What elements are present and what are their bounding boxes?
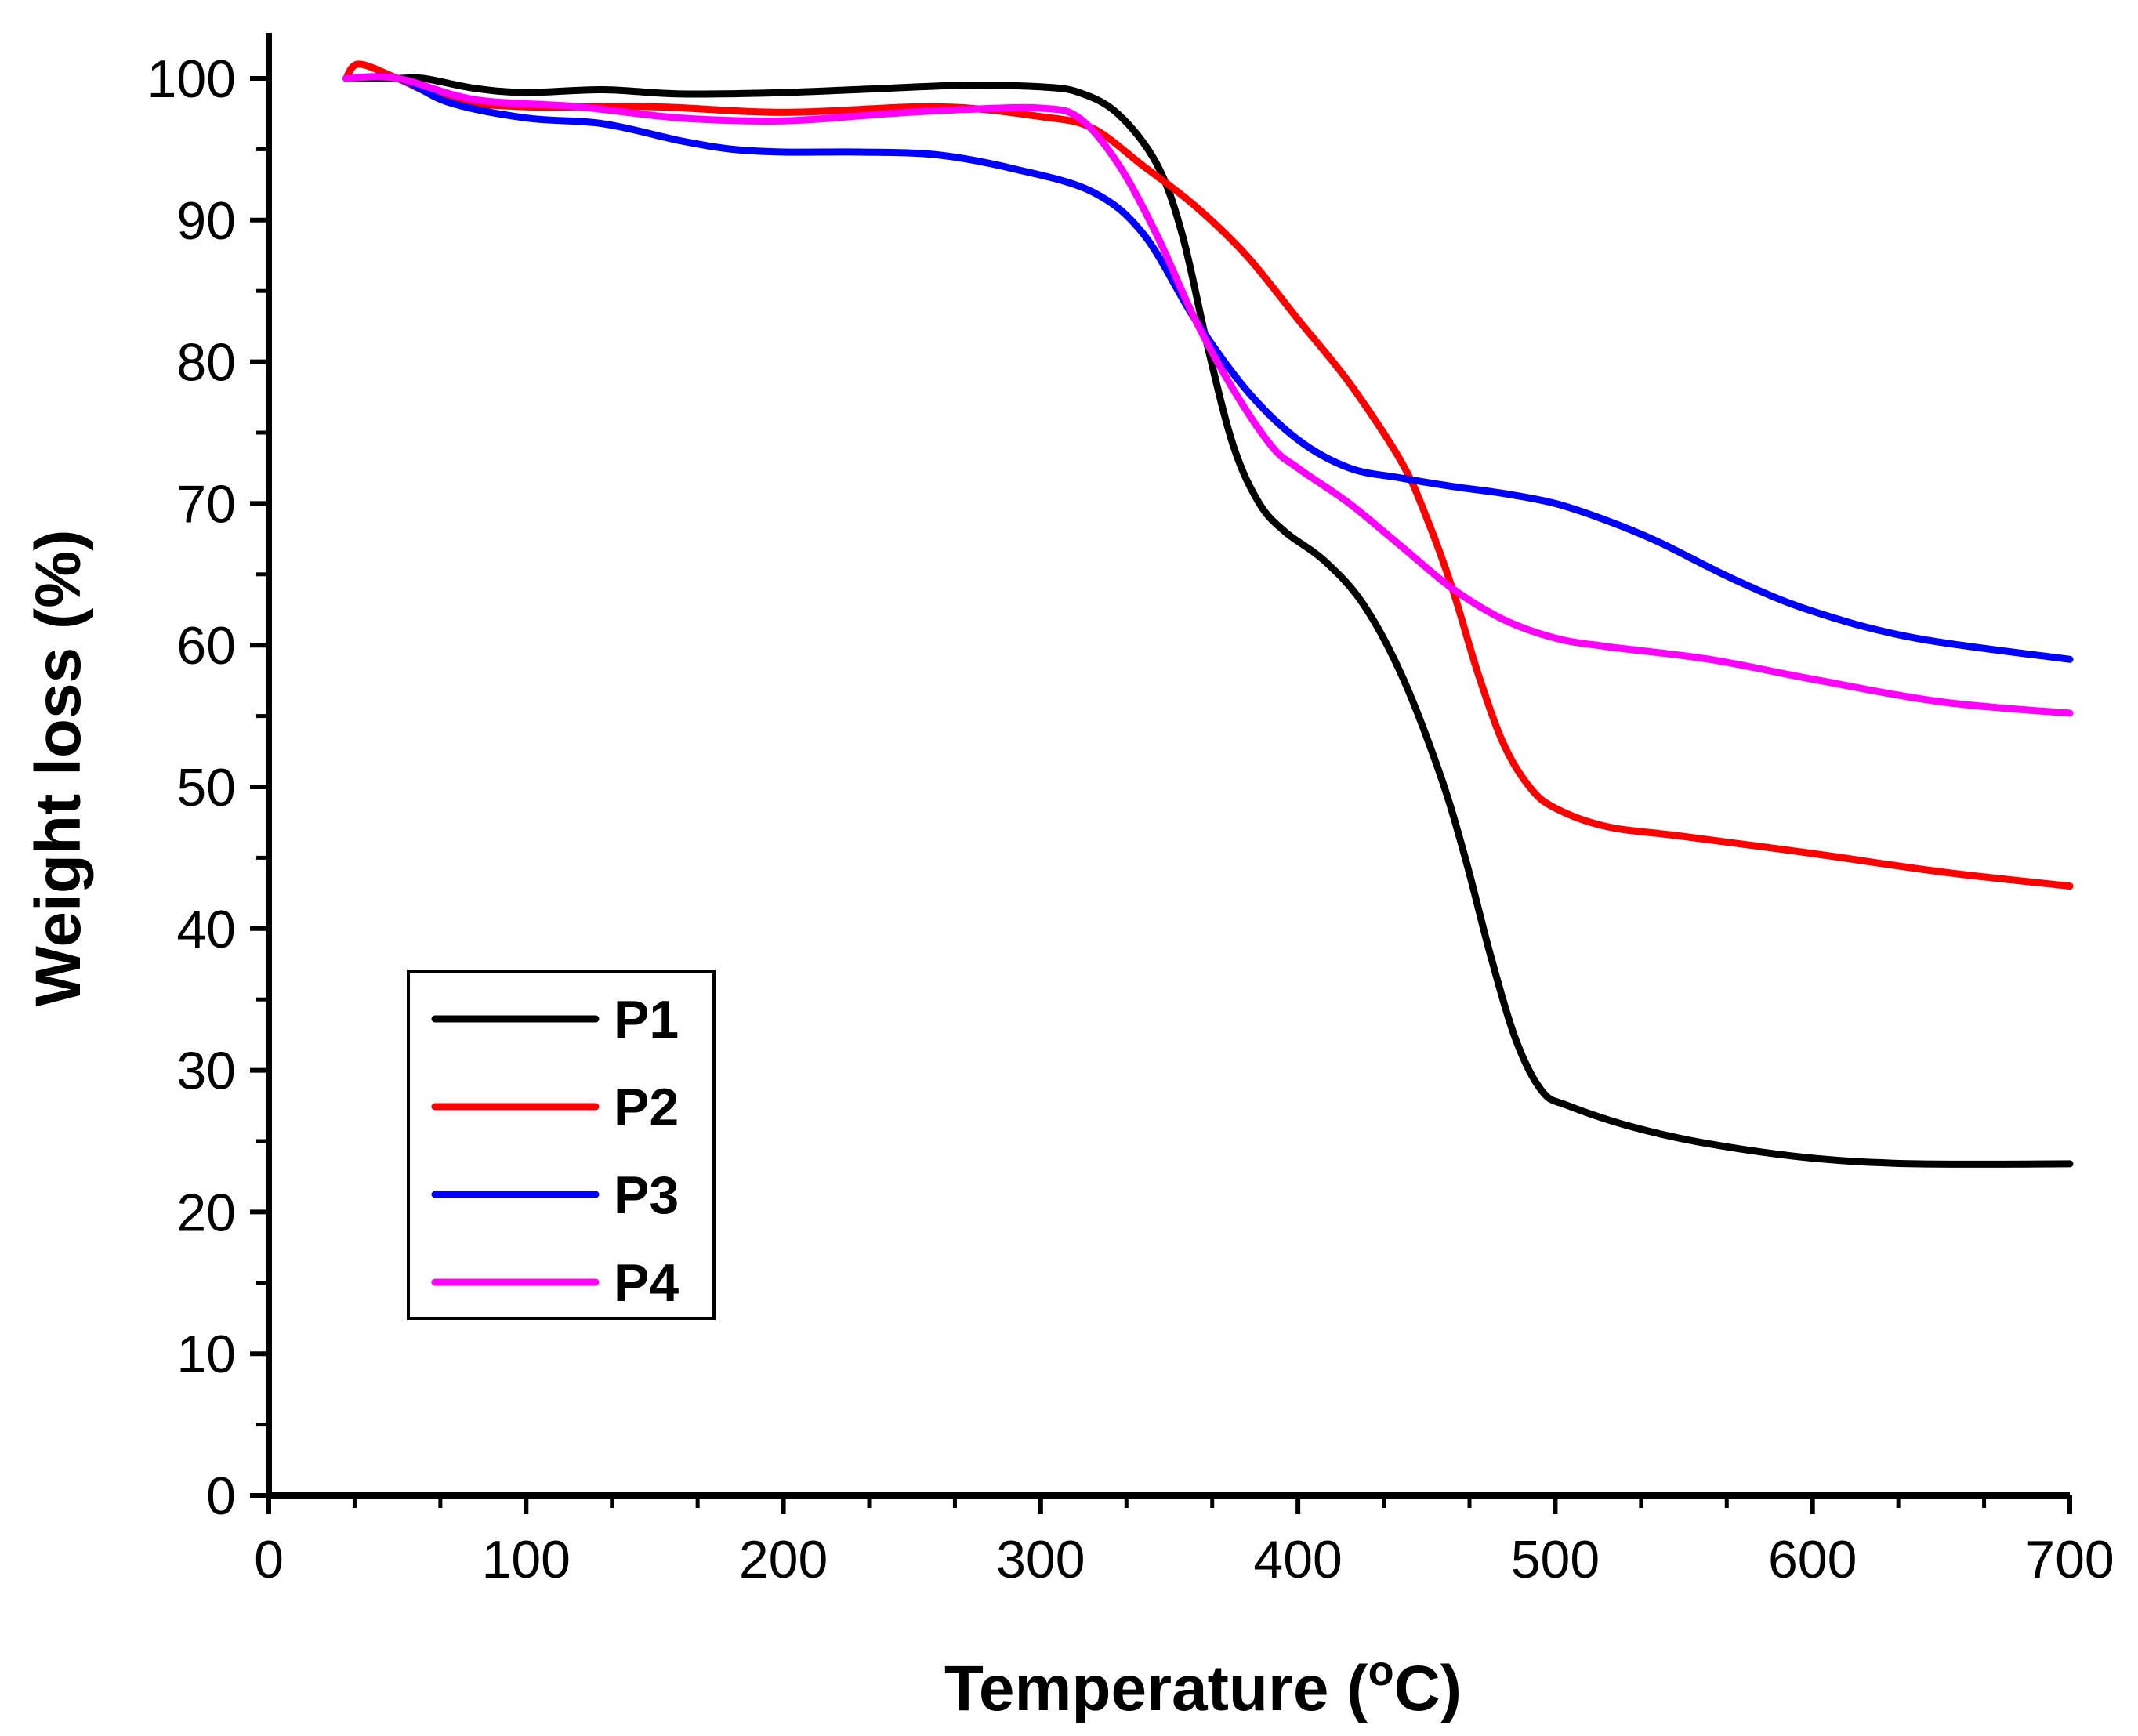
x-tick-label: 400 [1253,1530,1342,1589]
x-tick-label: 100 [482,1530,571,1589]
axes: 0 100 200 300 400 500 600 700 0 10 20 30 40 50 60 70 80… [147,33,2114,1589]
series-line-p3 [342,73,2074,663]
legend-label-p3: P3 [614,1165,679,1225]
x-ticks: 0 100 200 300 400 500 600 700 [254,1495,2114,1589]
x-tick-label: 300 [996,1530,1085,1589]
x-axis-title-unit: C) [1394,1653,1462,1724]
x-axis-title-main: Temperature ( [944,1653,1368,1724]
legend-box [407,970,716,1320]
x-tick-label: 0 [254,1530,284,1589]
x-axis-title: Temperature (oC) [944,1647,1462,1724]
x-tick-label: 200 [739,1530,828,1589]
y-tick-label: 30 [176,1042,236,1101]
y-tick-label: 40 [176,900,236,959]
y-tick-label: 50 [176,758,236,817]
y-tick-label: 70 [176,474,236,534]
plot-area [342,60,2074,1168]
series-line-p4 [342,73,2074,717]
y-ticks: 0 10 20 30 40 50 60 70 80 90 100 [147,49,269,1526]
y-tick-label: 0 [206,1466,236,1526]
y-tick-label: 10 [176,1325,236,1384]
legend-items: P1 P2 P3 P4 [431,990,679,1313]
legend-label-p4: P4 [614,1253,679,1313]
x-axis-title-sup: o [1368,1647,1394,1694]
x-tick-label: 500 [1511,1530,1600,1589]
y-tick-label: 100 [147,49,236,109]
y-tick-label: 90 [176,191,236,251]
x-tick-label: 700 [2025,1530,2114,1589]
x-tick-label: 600 [1768,1530,1857,1589]
y-axis-title: Weight loss (%) [23,530,94,1007]
series-line-p1 [342,74,2074,1168]
legend-label-p2: P2 [614,1078,679,1137]
series-line-p2 [342,60,2074,890]
legend: P1 P2 P3 P4 [407,970,716,1320]
y-tick-label: 20 [176,1183,236,1242]
y-tick-label: 80 [176,333,236,393]
y-tick-label: 60 [176,616,236,676]
series-layer [342,60,2074,1168]
legend-label-p1: P1 [614,990,679,1049]
